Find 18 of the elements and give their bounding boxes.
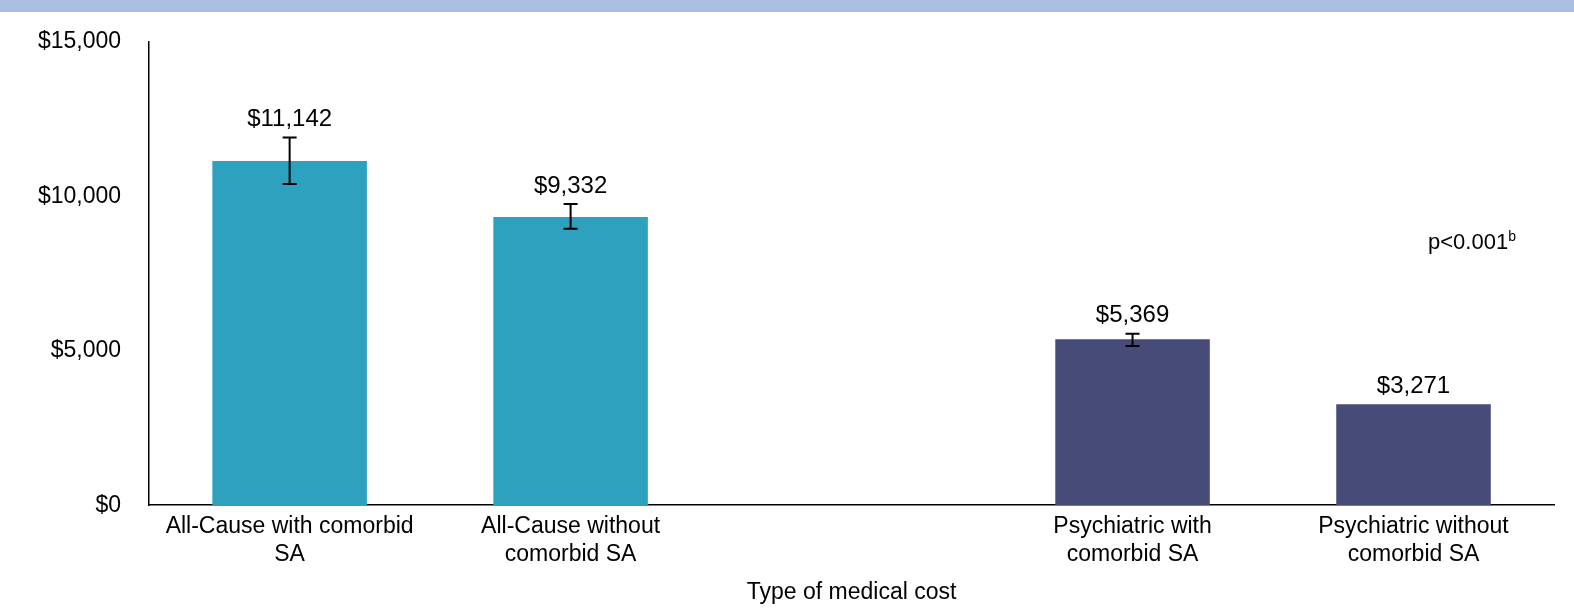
y-tick-label: $10,000 <box>38 181 122 208</box>
x-axis-title: Type of medical cost <box>746 577 957 604</box>
y-tick-label: $5,000 <box>50 336 122 363</box>
x-tick-label: Psychiatric with comorbid SA <box>1053 512 1212 566</box>
bar <box>493 216 648 506</box>
x-tick-label: All-Cause with comorbid SA <box>165 512 414 566</box>
data-label: $5,369 <box>1095 300 1170 328</box>
bar <box>1055 339 1210 506</box>
bar <box>212 160 367 506</box>
data-label: $9,332 <box>533 170 608 198</box>
x-tick-label: All-Cause without comorbid SA <box>481 512 661 566</box>
y-tick-label: $0 <box>95 490 122 517</box>
data-label: $3,271 <box>1376 370 1451 398</box>
bar <box>1336 404 1491 506</box>
data-label: $11,142 <box>247 104 333 132</box>
y-tick-label: $15,000 <box>38 27 122 54</box>
annotation: p<0.001$^{b}$ <box>1428 228 1516 256</box>
x-tick-label: Psychiatric without comorbid SA <box>1318 512 1510 566</box>
